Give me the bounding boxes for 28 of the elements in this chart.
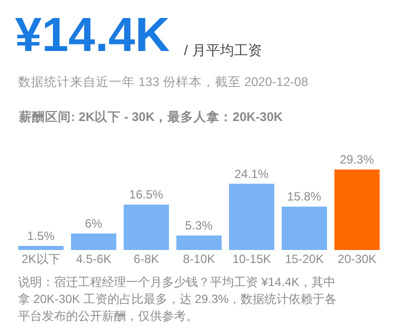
chart-subtitle: / 月平均工资 xyxy=(184,42,262,58)
bar xyxy=(282,206,327,250)
text: 数据统计来自近一年 133 份样本，截至 2020-12-08 xyxy=(18,75,308,89)
text: 拿 20K-30K 工资的占比最多，达 29.3%，数据统计依赖于各 xyxy=(18,292,337,306)
bar xyxy=(18,246,64,250)
bar xyxy=(71,234,116,250)
bar xyxy=(176,235,222,250)
x-tick-label: 8-10K xyxy=(182,252,216,266)
bar xyxy=(334,169,380,250)
x-tick-label: 15-20K xyxy=(285,252,324,266)
x-tick-label: 10-15K xyxy=(232,252,272,266)
chart-title: ¥14.4K xyxy=(15,8,170,62)
text: 说明：宿迁工程经理一个月多少钱？平均工资 ¥14.4K，其中 xyxy=(18,275,336,289)
text: 平台发布的公开薪酬，仅供参考。 xyxy=(18,309,198,323)
x-tick-label: 4.5-6K xyxy=(76,252,112,266)
x-tick-label: 2K以下 xyxy=(22,252,60,266)
data-label: 29.3% xyxy=(340,152,374,166)
data-label: 1.5% xyxy=(27,228,55,243)
data-label: 6% xyxy=(84,216,102,231)
data-label: 24.1% xyxy=(234,166,269,181)
bar xyxy=(229,184,274,250)
x-tick-label: 20-30K xyxy=(338,252,376,266)
data-label: 16.5% xyxy=(129,188,164,202)
data-label: 5.3% xyxy=(185,218,213,232)
text: 薪酬区间: 2K以下 - 30K，最多人拿：20K-30K xyxy=(18,109,283,124)
x-tick-label: 6-8K xyxy=(134,252,159,266)
data-label: 15.8% xyxy=(287,190,322,204)
bar xyxy=(124,204,169,250)
